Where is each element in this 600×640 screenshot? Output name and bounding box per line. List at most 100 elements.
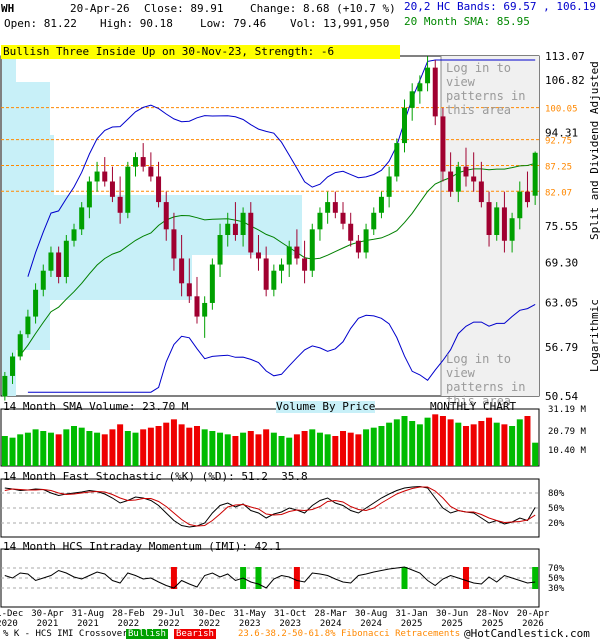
- volume-bar: [439, 416, 446, 466]
- candle-body: [501, 207, 507, 241]
- volume-bar: [286, 437, 293, 466]
- candle-body: [117, 196, 123, 213]
- volume-bar: [109, 429, 116, 466]
- candle-body: [109, 181, 115, 197]
- x-tick-year: 2022: [118, 619, 140, 629]
- site-credit[interactable]: @HotCandlestick.com: [464, 627, 590, 640]
- monthly-label: MONTHLY CHART: [430, 400, 517, 413]
- login-note-bottom[interactable]: Log in to view patterns in this area: [446, 352, 526, 408]
- x-tick-label: 28-Feb: [112, 609, 145, 619]
- x-tick-year: 2021: [37, 619, 59, 629]
- volume-bar: [386, 422, 393, 466]
- candle-body: [417, 83, 423, 92]
- stoch-tick-label: 80%: [548, 489, 565, 499]
- volume-bar: [347, 432, 354, 466]
- candle-body: [179, 258, 185, 284]
- volume-bar: [193, 426, 200, 466]
- volume-bar: [86, 431, 93, 466]
- volume-bar: [524, 416, 531, 466]
- volume-bar: [301, 431, 308, 466]
- candle-body: [394, 143, 400, 177]
- price-tick-label: 106.82: [545, 74, 585, 87]
- x-tick-label: 28-Mar: [314, 609, 347, 619]
- volume-bar: [516, 419, 523, 466]
- stoch-k-line: [4, 485, 536, 528]
- volume-bar: [401, 416, 408, 466]
- stoch-panel-title: 14 Month Fast Stochastic (%K) (%D): 51.2…: [3, 470, 308, 483]
- adjusted-label: Split and Dividend Adjusted: [588, 61, 600, 240]
- hc-bands-value: 20,2 HC Bands: 69.57 , 106.19: [404, 0, 597, 13]
- candle-body: [432, 67, 438, 117]
- volume-bar: [40, 431, 47, 466]
- imi-panel-title: 14 Month HCS Intraday Momentum (IMI): 42…: [3, 540, 282, 553]
- x-tick-year: 2025: [401, 619, 423, 629]
- stoch-tick-label: 50%: [548, 504, 565, 514]
- candle-body: [240, 212, 246, 236]
- volume-bar: [509, 426, 516, 466]
- price-tick-label: 100.05: [545, 105, 578, 115]
- volume-bar: [332, 436, 339, 466]
- volume-bar: [78, 427, 85, 466]
- crossover-key: % K - HCS IMI Crossover,: [3, 629, 134, 639]
- volume-bar: [32, 429, 39, 466]
- volume-bar: [263, 429, 270, 466]
- volume-bar: [432, 414, 439, 466]
- candle-body: [94, 171, 100, 182]
- login-note-top[interactable]: Log in to view patterns in this area: [446, 61, 526, 117]
- stoch-d-line: [4, 486, 536, 527]
- x-tick-year: 2025: [441, 619, 463, 629]
- x-tick-label: 31-Dec: [0, 609, 23, 619]
- price-tick-label: 50.54: [545, 390, 578, 403]
- volume-bar: [340, 431, 347, 466]
- volume-bar: [424, 417, 431, 466]
- x-tick-year: 2022: [158, 619, 180, 629]
- sma-value: 20 Month SMA: 85.95: [404, 15, 530, 28]
- x-tick-label: 31-Oct: [274, 609, 307, 619]
- volume-by-price-bar: [2, 82, 50, 135]
- volume-bar: [9, 437, 16, 466]
- x-tick-year: 2022: [198, 619, 220, 629]
- candle-body: [217, 235, 223, 265]
- candle-body: [471, 176, 477, 182]
- imi-line: [4, 566, 536, 589]
- volume-bar: [470, 424, 477, 466]
- volume-bar: [293, 434, 300, 466]
- bullish-key: Bullish: [126, 629, 168, 639]
- volume-bar: [217, 432, 224, 466]
- lower-band-line: [27, 303, 536, 393]
- volume-value: Vol: 13,991,950: [290, 17, 390, 30]
- volume-bar: [355, 434, 362, 466]
- volume-bar: [163, 422, 170, 466]
- candle-body: [255, 252, 261, 259]
- volume-bar: [94, 432, 101, 466]
- candle-body: [63, 240, 69, 277]
- volume-bar: [140, 429, 147, 466]
- volume-bar: [147, 427, 154, 466]
- candle-body: [25, 316, 31, 335]
- volume-bar: [409, 421, 416, 466]
- candle-body: [402, 107, 407, 144]
- pattern-banner: Bullish Three Inside Up on 30-Nov-23, St…: [1, 45, 400, 59]
- close-value: Close: 89.91: [144, 2, 224, 15]
- candle-body: [340, 212, 346, 224]
- volume-bar: [209, 431, 216, 466]
- volume-tick-label: 20.79 M: [548, 427, 587, 437]
- price-tick-label: 94.31: [545, 127, 578, 140]
- imi-tick-label: 50%: [548, 574, 565, 584]
- volume-bar: [224, 434, 231, 466]
- volume-bar: [155, 426, 162, 466]
- candle-body: [309, 229, 315, 271]
- volume-by-price-bar: [2, 58, 16, 82]
- x-tick-year: 2023: [239, 619, 261, 629]
- crossover-marker: [462, 567, 469, 589]
- volume-bar: [63, 429, 70, 466]
- imi-panel-frame: [0, 548, 540, 608]
- candle-body: [194, 296, 200, 317]
- x-tick-label: 30-Dec: [193, 609, 226, 619]
- candle-body: [478, 181, 484, 203]
- candle-body: [455, 166, 461, 192]
- volume-bar: [47, 432, 54, 466]
- x-tick-year: 2024: [360, 619, 382, 629]
- price-tick-label: 63.05: [545, 297, 578, 310]
